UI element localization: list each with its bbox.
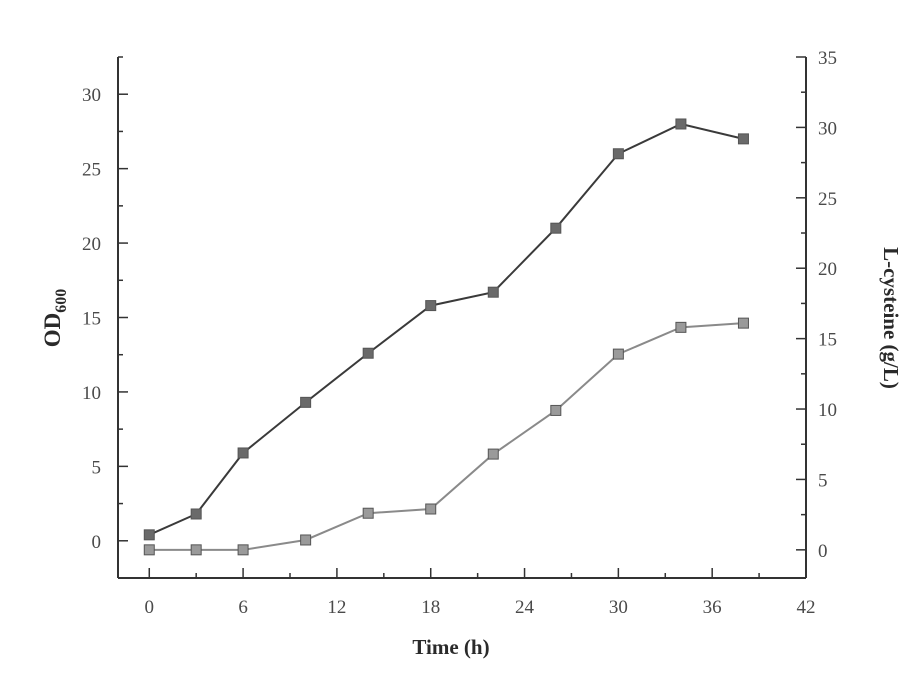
od600-point — [237, 447, 249, 459]
x-tick-label: 0 — [145, 597, 155, 618]
x-ticks: 0 6 12 18 24 30 36 42 — [145, 568, 816, 618]
cysteine-line — [149, 322, 744, 551]
cysteine-point — [362, 507, 374, 519]
right-y-axis-title: L-cysteine (g/L) — [879, 247, 903, 389]
left-y-axis-title: OD600 — [40, 289, 70, 348]
right-y-tick-label: 15 — [818, 330, 837, 351]
cysteine-point — [237, 544, 249, 556]
right-y-tick-label: 20 — [818, 259, 837, 280]
axes — [117, 57, 807, 579]
cysteine-point — [300, 534, 312, 546]
x-tick-label: 24 — [515, 597, 535, 618]
x-axis-title: Time (h) — [412, 635, 489, 659]
left-y-tick-label: 20 — [82, 234, 101, 255]
right-y-ticks: 0 5 10 15 20 25 30 35 — [796, 48, 837, 562]
left-y-tick-label: 10 — [82, 383, 101, 404]
left-y-tick-label: 15 — [82, 309, 101, 330]
od600-point — [190, 508, 202, 520]
od600-point — [300, 396, 312, 408]
left-y-axis-title-subscript: 600 — [53, 289, 70, 313]
od600-point — [550, 222, 562, 234]
left-y-tick-label: 30 — [82, 85, 101, 106]
right-y-tick-label: 25 — [818, 189, 837, 210]
right-y-tick-label: 5 — [818, 470, 828, 491]
od600-point — [487, 286, 499, 298]
left-y-tick-label: 5 — [92, 457, 102, 478]
x-tick-label: 30 — [609, 597, 628, 618]
left-y-tick-label: 0 — [92, 532, 102, 553]
x-tick-label: 36 — [703, 597, 722, 618]
cysteine-point — [487, 448, 499, 460]
cysteine-point — [190, 544, 202, 556]
right-y-tick-label: 30 — [818, 118, 837, 139]
od600-point — [675, 118, 687, 130]
od600-point — [612, 148, 624, 160]
cysteine-point — [737, 317, 749, 329]
right-y-tick-label: 35 — [818, 48, 837, 69]
left-y-tick-label: 25 — [82, 160, 101, 181]
x-tick-label: 6 — [238, 597, 248, 618]
x-tick-label: 18 — [421, 597, 440, 618]
cysteine-point — [550, 404, 562, 416]
od600-point — [737, 133, 749, 145]
od600-point — [425, 300, 437, 312]
od600-point — [143, 529, 155, 541]
cysteine-point — [675, 321, 687, 333]
cysteine-point — [143, 544, 155, 556]
od600-point — [362, 347, 374, 359]
cysteine-point — [612, 348, 624, 360]
cysteine-point — [425, 503, 437, 515]
left-y-ticks: 0 5 10 15 20 25 30 — [82, 56, 128, 553]
od600-line — [148, 122, 744, 536]
right-y-tick-label: 10 — [818, 400, 837, 421]
x-tick-label: 42 — [797, 597, 816, 618]
series-layer — [143, 118, 749, 556]
right-y-tick-label: 0 — [818, 541, 828, 562]
x-tick-label: 12 — [327, 597, 346, 618]
left-y-axis-title-main: OD — [40, 313, 65, 348]
